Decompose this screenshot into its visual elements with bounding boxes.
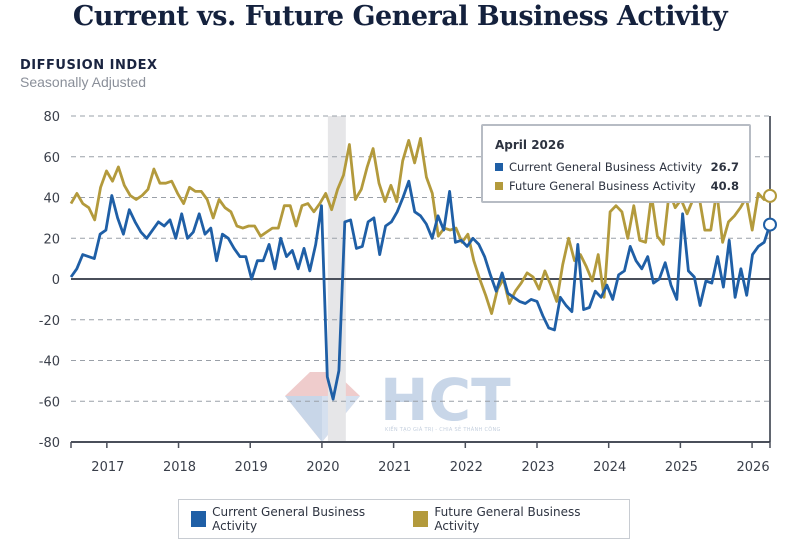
y-tick-label: 60 bbox=[43, 151, 60, 166]
tooltip-future-label: Future General Business Activity bbox=[509, 179, 696, 193]
y-tick-label: -40 bbox=[39, 355, 60, 370]
y-tick-label: -60 bbox=[39, 395, 60, 410]
tooltip-future-value: 40.8 bbox=[710, 179, 739, 193]
legend-item-future[interactable]: Future General Business Activity bbox=[413, 505, 619, 533]
legend-label-current: Current General Business Activity bbox=[212, 505, 366, 533]
x-tick-label: 2020 bbox=[306, 460, 339, 475]
x-tick-label: 2021 bbox=[378, 460, 411, 475]
future-swatch bbox=[495, 182, 503, 190]
chart-title: Current vs. Future General Business Acti… bbox=[72, 1, 728, 32]
y-tick-label: -20 bbox=[39, 314, 60, 329]
tooltip-current-label: Current General Business Activity bbox=[509, 160, 703, 174]
legend-swatch-future bbox=[413, 511, 429, 527]
tooltip: April 2026 Current General Business Acti… bbox=[481, 124, 751, 203]
future-series-line bbox=[69, 136, 771, 316]
x-tick-label: 2024 bbox=[593, 460, 626, 475]
watermark-tagline: KIẾN TẠO GIÁ TRỊ - CHIA SẺ THÀNH CÔNG bbox=[385, 427, 501, 433]
y-tick-label: 0 bbox=[52, 273, 60, 288]
x-tick-label: 2018 bbox=[163, 460, 196, 475]
x-tick-label: 2022 bbox=[450, 460, 483, 475]
tooltip-date: April 2026 bbox=[495, 138, 565, 152]
y-axis-ticks: 80 60 40 20 0 -20 -40 -60 -80 bbox=[39, 110, 60, 451]
current-point-marker bbox=[763, 217, 777, 232]
highlight-markers bbox=[763, 188, 777, 232]
y-tick-label: -80 bbox=[39, 436, 60, 451]
y-axis-title: DIFFUSION INDEX bbox=[20, 58, 158, 73]
y-axis-subtitle: Seasonally Adjusted bbox=[20, 74, 147, 90]
x-tick-label: 2023 bbox=[521, 460, 554, 475]
y-tick-label: 40 bbox=[43, 192, 60, 207]
y-tick-label: 20 bbox=[43, 232, 60, 247]
legend-label-future: Future General Business Activity bbox=[434, 505, 581, 533]
x-tick-label: 2026 bbox=[737, 460, 770, 475]
x-tick-label: 2025 bbox=[665, 460, 698, 475]
legend-item-current[interactable]: Current General Business Activity bbox=[191, 505, 403, 533]
series-lines bbox=[69, 136, 772, 401]
tooltip-row-future: Future General Business Activity 40.8 bbox=[495, 179, 739, 193]
current-series-line bbox=[69, 179, 772, 401]
tooltip-row-current: Current General Business Activity 26.7 bbox=[495, 160, 739, 174]
tooltip-current-value: 26.7 bbox=[710, 160, 739, 174]
legend: Current General Business Activity Future… bbox=[178, 499, 630, 539]
legend-swatch-current bbox=[191, 511, 207, 527]
current-swatch bbox=[495, 163, 503, 171]
y-tick-label: 80 bbox=[43, 110, 60, 125]
x-axis: 2017 2018 2019 2020 2021 2022 2023 2024 2025 2026 bbox=[70, 441, 771, 475]
x-tick-label: 2019 bbox=[235, 460, 268, 475]
x-tick-label: 2017 bbox=[91, 460, 124, 475]
future-point-marker bbox=[763, 188, 777, 203]
